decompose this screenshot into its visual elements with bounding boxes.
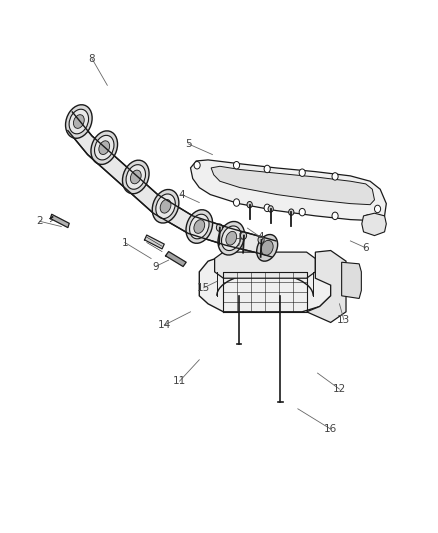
Polygon shape [145,235,164,249]
Text: 4: 4 [178,190,185,199]
Ellipse shape [123,160,149,193]
Polygon shape [191,160,386,221]
Text: 16: 16 [324,424,337,434]
Circle shape [258,236,264,244]
Circle shape [247,201,252,208]
Circle shape [264,204,270,212]
Polygon shape [50,214,69,228]
Ellipse shape [261,240,273,255]
Ellipse shape [226,231,237,245]
Text: 2: 2 [36,216,43,226]
Circle shape [194,161,200,169]
Text: 12: 12 [333,384,346,394]
Text: 8: 8 [88,54,95,63]
Ellipse shape [126,165,145,189]
Ellipse shape [91,131,117,164]
Polygon shape [211,166,374,205]
Circle shape [216,224,223,231]
Circle shape [233,199,240,206]
Polygon shape [342,262,361,298]
Polygon shape [68,112,276,257]
Circle shape [374,205,381,213]
Polygon shape [362,213,386,236]
Ellipse shape [69,109,88,134]
Ellipse shape [257,235,278,261]
Polygon shape [199,256,331,312]
Polygon shape [215,252,315,278]
Ellipse shape [66,105,92,138]
Circle shape [299,169,305,176]
Text: 5: 5 [185,139,192,149]
Text: 4: 4 [257,232,264,242]
Circle shape [299,208,305,216]
Ellipse shape [156,194,175,219]
Text: 7: 7 [235,238,242,247]
Text: 9: 9 [152,262,159,271]
Ellipse shape [99,141,110,155]
Text: 14: 14 [158,320,171,330]
Ellipse shape [152,190,179,223]
Ellipse shape [218,222,244,255]
Circle shape [233,161,240,169]
Ellipse shape [160,199,171,213]
Text: 13: 13 [337,315,350,325]
Text: 6: 6 [362,243,369,253]
Ellipse shape [194,220,205,233]
Text: 1: 1 [121,238,128,247]
Ellipse shape [222,226,241,251]
Text: 11: 11 [173,376,186,386]
Circle shape [289,209,294,215]
Ellipse shape [95,135,114,160]
Ellipse shape [74,115,84,128]
Ellipse shape [131,170,141,184]
Text: 15: 15 [197,283,210,293]
Polygon shape [307,251,346,322]
Circle shape [240,232,247,239]
Circle shape [365,215,371,222]
Ellipse shape [186,210,212,243]
Circle shape [332,173,338,180]
Circle shape [268,206,273,212]
Ellipse shape [190,214,209,239]
Circle shape [264,165,270,173]
Polygon shape [166,252,186,266]
Circle shape [332,212,338,220]
